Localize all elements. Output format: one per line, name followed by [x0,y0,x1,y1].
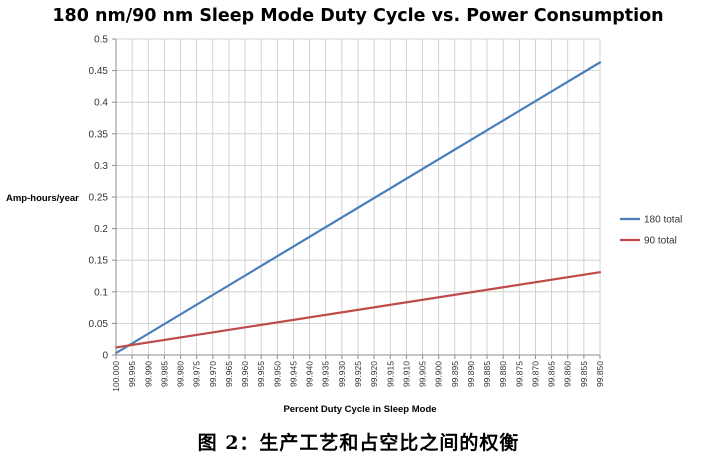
y-tick-label: 0 [102,351,108,362]
x-tick-label: 99.950 [272,361,282,387]
x-tick-label: 99.905 [418,361,428,387]
x-tick-label: 99.995 [127,361,137,387]
y-tick-label: 0.05 [89,319,109,330]
x-tick-label: 99.900 [434,361,444,387]
x-tick-label: 99.850 [595,361,605,387]
y-tick-label: 0.2 [94,224,108,235]
x-tick-label: 99.885 [482,361,492,387]
x-axis-title: Percent Duty Cycle in Sleep Mode [283,404,436,415]
y-tick-label: 0.25 [89,193,109,204]
x-tick-label: 99.915 [385,361,395,387]
x-tick-label: 99.985 [159,361,169,387]
legend-label: 90 total [644,236,677,247]
legend-label: 180 total [644,215,682,226]
x-tick-label: 99.990 [143,361,153,387]
y-axis-title: Amp-hours/year [6,193,79,204]
x-tick-label: 99.970 [208,361,218,387]
x-tick-label: 99.880 [498,361,508,387]
plot-grid [115,38,601,356]
y-tick-label: 0.4 [94,98,108,109]
y-tick-label: 0.45 [89,66,109,77]
y-tick-label: 0.35 [89,129,109,140]
x-tick-label: 100.000 [111,361,121,392]
y-tick-label: 0.1 [94,287,108,298]
legend: 180 total 90 total [620,215,682,247]
y-tick-label: 0.5 [94,35,108,46]
x-tick-label: 99.955 [256,361,266,387]
x-tick-label: 99.855 [579,361,589,387]
x-tick-label: 99.975 [192,361,202,387]
y-axis-tick-labels: 0 0.05 0.1 0.15 0.2 0.25 0.3 0.35 0.4 0.45 0.5 [89,35,109,362]
x-tick-label: 99.980 [176,361,186,387]
x-tick-label: 99.930 [337,361,347,387]
series-lines [114,61,602,355]
x-axis-tick-labels: 100.000 99.995 99.990 99.985 99.980 99.975 99.… [111,361,605,392]
axis-lines [112,38,601,359]
x-tick-label: 99.870 [530,361,540,387]
x-tick-label: 99.860 [563,361,573,387]
series-line-90-total [114,271,602,349]
x-tick-label: 99.945 [288,361,298,387]
y-tick-label: 0.15 [89,256,109,267]
x-tick-label: 99.890 [466,361,476,387]
x-tick-label: 99.875 [514,361,524,387]
x-tick-label: 99.940 [305,361,315,387]
x-tick-label: 99.965 [224,361,234,387]
x-tick-label: 99.920 [369,361,379,387]
x-tick-label: 99.910 [401,361,411,387]
x-tick-label: 99.895 [450,361,460,387]
x-tick-label: 99.960 [240,361,250,387]
x-tick-label: 99.925 [353,361,363,387]
chart-title: 180 nm/90 nm Sleep Mode Duty Cycle vs. P… [52,6,663,26]
chart: 180 nm/90 nm Sleep Mode Duty Cycle vs. P… [6,6,682,415]
series-line-180-total [114,61,602,355]
y-tick-label: 0.3 [94,161,108,172]
x-tick-label: 99.935 [321,361,331,387]
figure-caption: 图 2：生产工艺和占空比之间的权衡 [197,432,520,454]
x-tick-label: 99.865 [547,361,557,387]
